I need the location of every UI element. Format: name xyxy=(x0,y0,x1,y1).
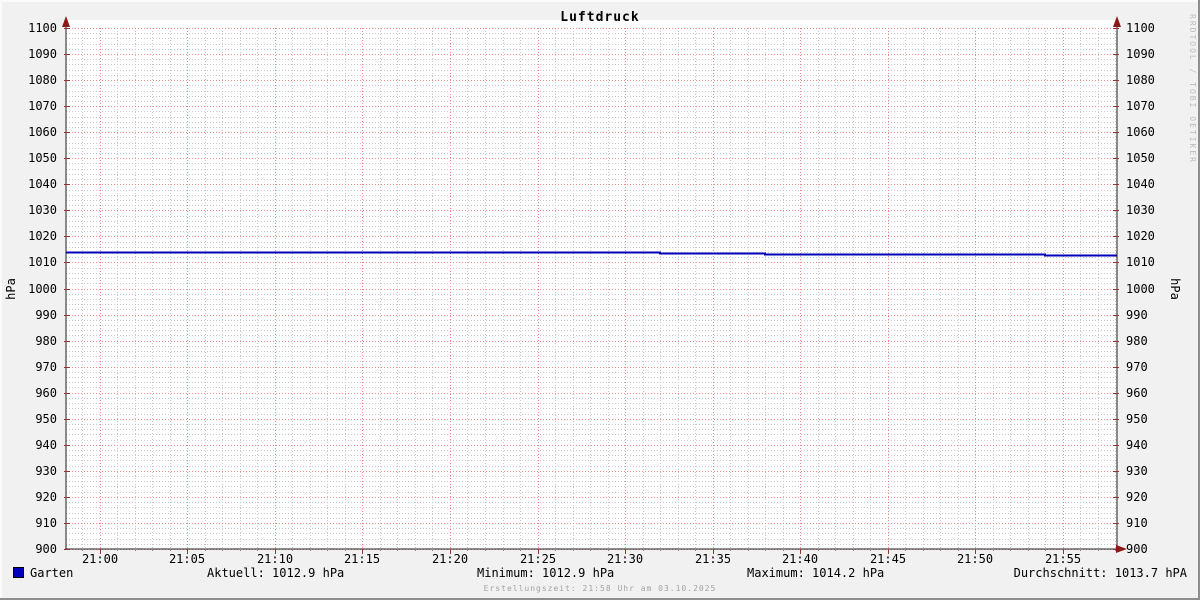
x-tick-label: 21:25 xyxy=(519,552,557,566)
y-tick-label: 900 xyxy=(1126,542,1148,556)
y-tick-label: 950 xyxy=(1126,412,1148,426)
border-shade-left xyxy=(0,0,2,600)
y-tick-label: 1000 xyxy=(1126,282,1155,296)
y-axis-unit-right: hPa xyxy=(1168,278,1182,300)
y-tick-label: 1100 xyxy=(1126,21,1155,35)
x-tick-label: 21:20 xyxy=(431,552,469,566)
y-tick-label: 930 xyxy=(35,464,57,478)
x-tick-label: 21:55 xyxy=(1044,552,1082,566)
y-tick-label: 930 xyxy=(1126,464,1148,478)
y-tick-label: 1090 xyxy=(1126,47,1155,61)
y-tick-label: 970 xyxy=(35,360,57,374)
x-tick-label: 21:00 xyxy=(81,552,119,566)
y-tick-label: 1020 xyxy=(28,229,57,243)
y-tick-label: 940 xyxy=(1126,438,1148,452)
y-tick-label: 950 xyxy=(35,412,57,426)
x-tick-label: 21:40 xyxy=(781,552,819,566)
series-label: Garten xyxy=(30,566,74,580)
y-tick-label: 1080 xyxy=(1126,73,1155,87)
x-tick-label: 21:45 xyxy=(869,552,907,566)
y-tick-label: 920 xyxy=(35,490,57,504)
border-shade-right xyxy=(1198,0,1200,600)
y-tick-label: 960 xyxy=(1126,386,1148,400)
y-tick-label: 1030 xyxy=(1126,203,1155,217)
creation-time: Erstellungszeit: 21:58 Uhr am 03.10.2025 xyxy=(483,584,717,593)
y-tick-label: 1020 xyxy=(1126,229,1155,243)
border-shade-bottom xyxy=(0,598,1200,600)
stat-durchschnitt: Durchschnitt: 1013.7 hPA xyxy=(1013,566,1187,580)
x-tick-label: 21:50 xyxy=(956,552,994,566)
y-tick-label: 1070 xyxy=(28,99,57,113)
y-tick-label: 910 xyxy=(35,516,57,530)
x-tick-label: 21:10 xyxy=(256,552,294,566)
y-tick-label: 980 xyxy=(1126,334,1148,348)
chart-title: Luftdruck xyxy=(560,10,640,25)
y-tick-label: 910 xyxy=(1126,516,1148,530)
y-tick-label: 1040 xyxy=(28,177,57,191)
stat-minimum: Minimum: 1012.9 hPa xyxy=(477,566,615,580)
stat-aktuell: Aktuell: 1012.9 hPa xyxy=(207,566,345,580)
y-tick-label: 900 xyxy=(35,542,57,556)
y-tick-label: 1030 xyxy=(28,203,57,217)
y-tick-label: 920 xyxy=(1126,490,1148,504)
border-shade-top xyxy=(0,0,1200,2)
series-color-swatch xyxy=(13,567,24,578)
y-tick-label: 970 xyxy=(1126,360,1148,374)
y-tick-label: 980 xyxy=(35,334,57,348)
y-tick-label: 1070 xyxy=(1126,99,1155,113)
y-tick-label: 990 xyxy=(1126,308,1148,322)
y-tick-label: 1000 xyxy=(28,282,57,296)
x-tick-label: 21:30 xyxy=(606,552,644,566)
y-tick-label: 1100 xyxy=(28,21,57,35)
y-tick-label: 990 xyxy=(35,308,57,322)
x-tick-label: 21:35 xyxy=(694,552,732,566)
stat-maximum: Maximum: 1014.2 hPa xyxy=(747,566,885,580)
y-tick-label: 1080 xyxy=(28,73,57,87)
y-tick-label: 1040 xyxy=(1126,177,1155,191)
y-tick-label: 960 xyxy=(35,386,57,400)
y-tick-label: 1010 xyxy=(1126,255,1155,269)
y-tick-label: 940 xyxy=(35,438,57,452)
y-tick-label: 1010 xyxy=(28,255,57,269)
y-tick-label: 1060 xyxy=(28,125,57,139)
x-tick-label: 21:15 xyxy=(343,552,381,566)
y-tick-label: 1090 xyxy=(28,47,57,61)
y-tick-label: 1060 xyxy=(1126,125,1155,139)
y-tick-label: 1050 xyxy=(28,151,57,165)
x-tick-label: 21:05 xyxy=(168,552,206,566)
y-axis-unit-left: hPa xyxy=(4,278,18,300)
rrdtool-watermark: RRDTOOL / TOBI OETIKER xyxy=(1188,14,1197,164)
y-tick-label: 1050 xyxy=(1126,151,1155,165)
